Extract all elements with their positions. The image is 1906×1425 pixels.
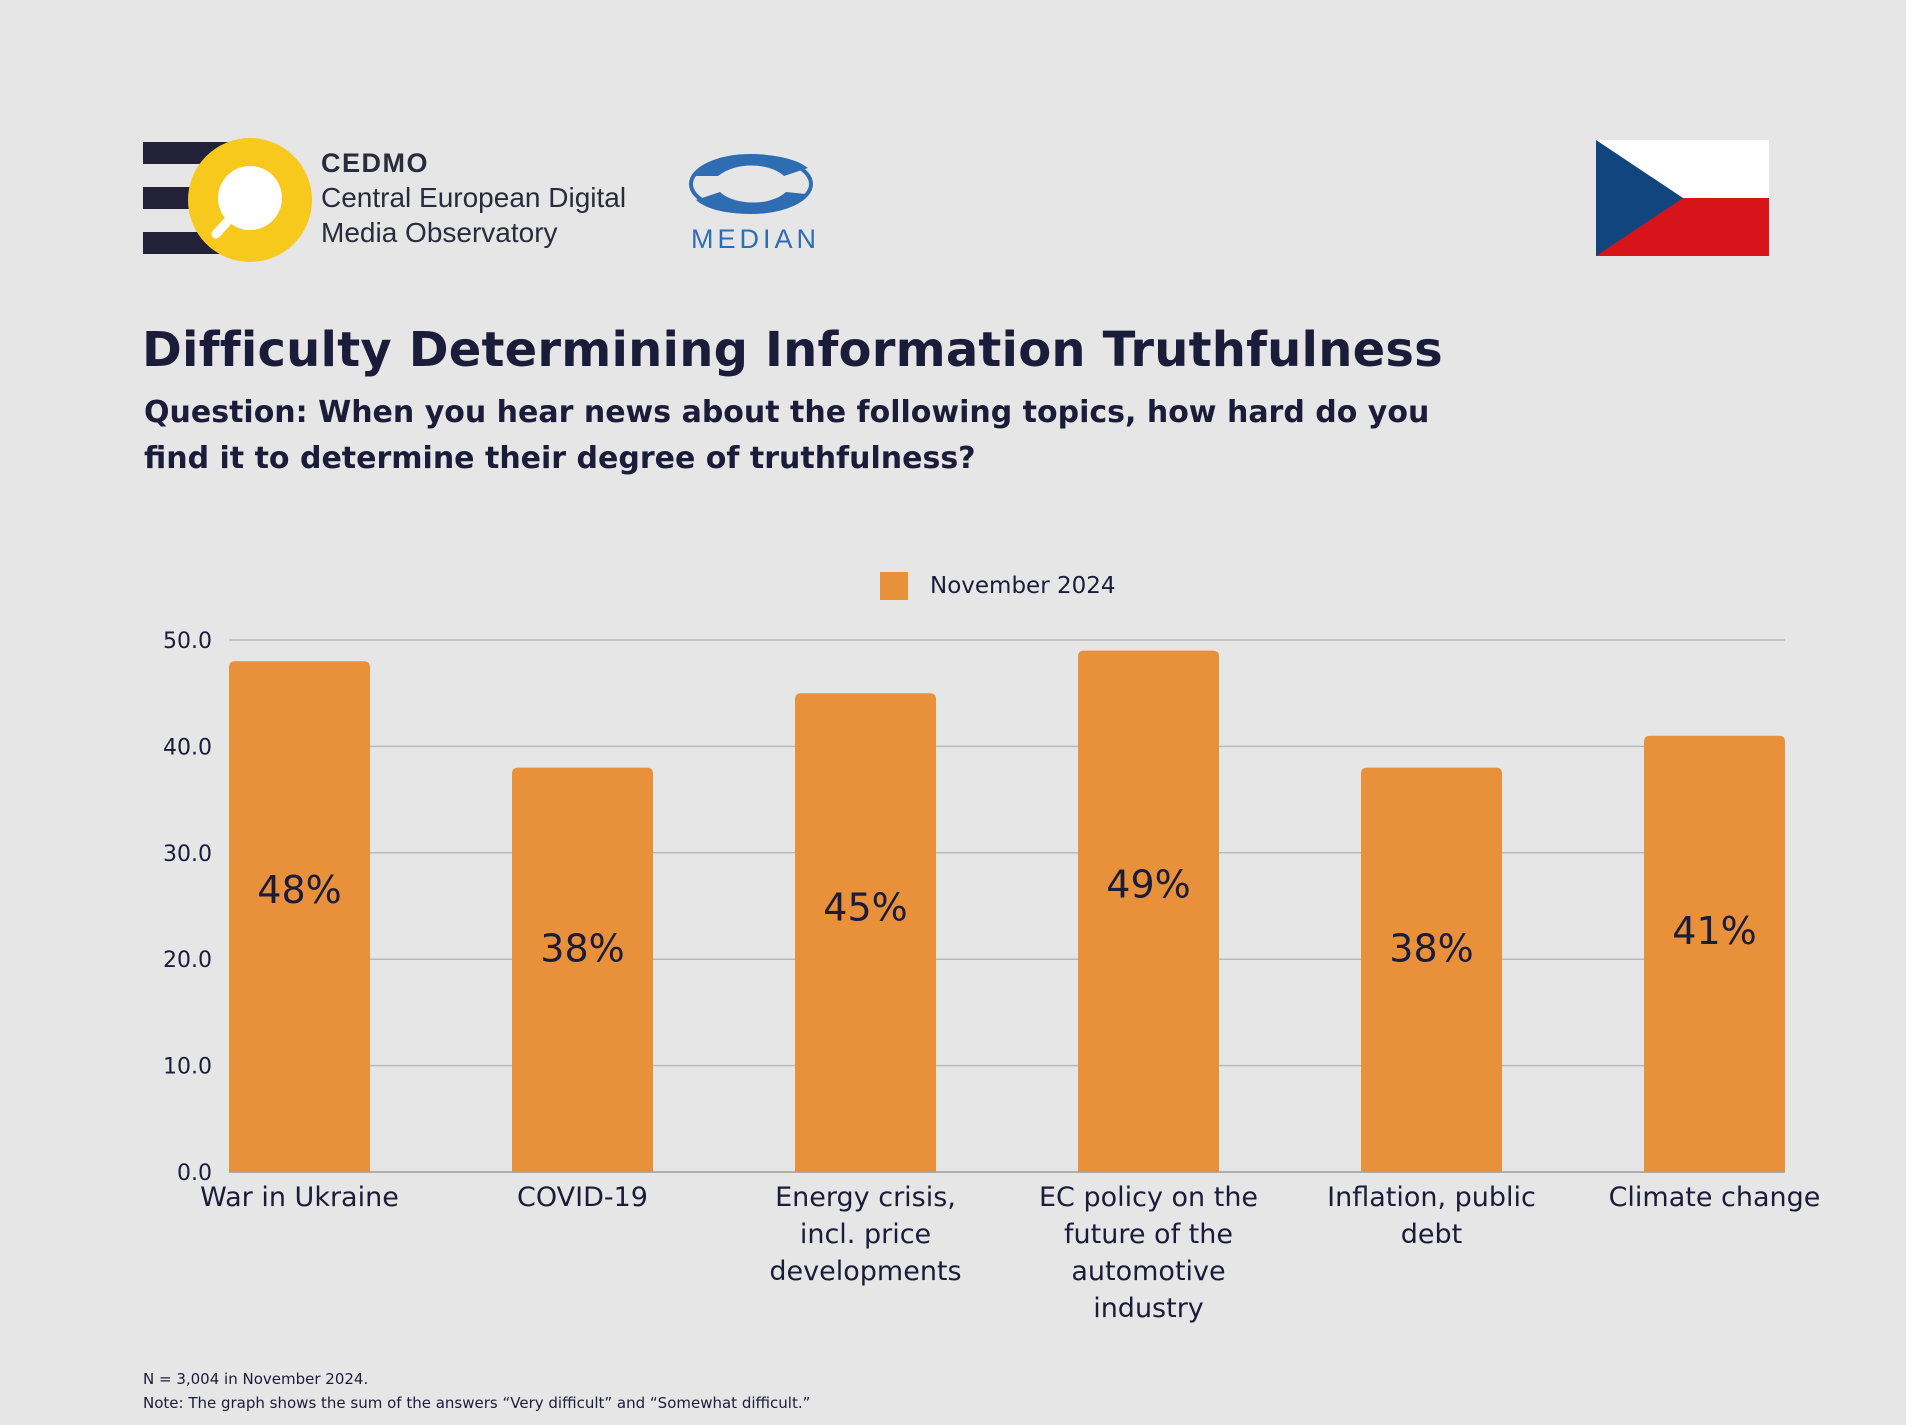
bar-value-label: 45% [823,886,907,930]
legend-label: November 2024 [930,573,1116,599]
y-tick-label: 20.0 [163,948,212,973]
x-tick-label-line: developments [769,1256,961,1287]
bar [1361,767,1502,1172]
bar-value-label: 41% [1672,909,1756,953]
x-tick-label: Energy crisis, incl. price developments [769,1182,961,1287]
x-tick-label-line: COVID-19 [517,1182,648,1213]
x-tick-label-line: Inflation, public [1327,1182,1536,1213]
x-tick-label: Inflation, public debt [1327,1182,1536,1250]
median-logo: MEDIAN [688,146,818,256]
bar-value-label: 38% [540,927,624,971]
x-tick-label-line: debt [1401,1219,1462,1250]
x-tick-label-line: future of the [1064,1219,1233,1250]
bar [512,767,653,1172]
x-tick-label-line: automotive [1071,1256,1225,1287]
x-tick-label: War in Ukraine [200,1182,399,1213]
x-tick-label-line: Climate change [1609,1182,1821,1213]
bar [795,693,936,1172]
bar-value-label: 38% [1389,927,1473,971]
cedmo-subtitle-line2: Media Observatory [321,217,558,248]
x-tick-label-line: Energy crisis, [775,1182,956,1213]
median-name: MEDIAN [691,224,821,254]
chart-subtitle: Question: When you hear news about the f… [144,395,1430,476]
x-tick-label: COVID-19 [517,1182,648,1213]
cedmo-logo-icon [143,138,312,262]
y-tick-label: 50.0 [163,629,212,654]
footnote-note: Note: The graph shows the sum of the ans… [143,1394,811,1412]
chart-title: Difficulty Determining Information Truth… [142,322,1443,378]
y-tick-label: 0.0 [177,1161,212,1186]
x-tick-label: EC policy on the future of the automotive i… [1039,1182,1258,1324]
cedmo-name: CEDMO [321,148,429,178]
bar-chart: 0.0 10.0 20.0 30.0 40.0 50.0 48% War in Ukraine… [163,629,1821,1324]
bar [229,661,370,1172]
x-tick-label-line: incl. price [800,1219,931,1250]
cedmo-subtitle-line1: Central European Digital [321,182,627,213]
chart-legend: November 2024 [880,572,1116,600]
footnotes: N = 3,004 in November 2024. Note: The gr… [143,1367,810,1415]
y-tick-label: 30.0 [163,842,212,867]
bar [1644,735,1785,1172]
y-tick-label: 40.0 [163,735,212,760]
czech-flag [1596,140,1769,260]
x-tick-label-line: industry [1093,1293,1204,1324]
median-logo-icon [689,154,813,214]
x-tick-label-line: War in Ukraine [200,1182,399,1213]
x-tick-label-line: EC policy on the [1039,1182,1258,1213]
footnote-sample-size: N = 3,004 in November 2024. [143,1370,369,1388]
bar [1078,650,1219,1172]
bar-value-label: 48% [257,868,341,912]
x-tick-label: Climate change [1609,1182,1821,1213]
y-tick-label: 10.0 [163,1055,212,1080]
legend-swatch [880,572,908,600]
bar-value-label: 49% [1106,862,1190,906]
cedmo-logo: CEDMO Central European Digital Media Obs… [143,138,643,262]
